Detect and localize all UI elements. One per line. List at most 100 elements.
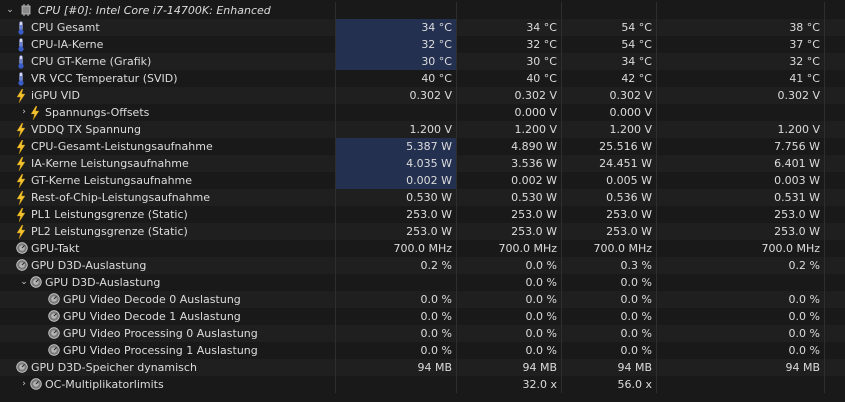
avg-value: 0.0 % [657, 342, 825, 359]
sensor-label-cell[interactable]: GPU D3D-Auslastung [0, 257, 336, 274]
sensor-label: CPU-Gesamt-Leistungsaufnahme [31, 140, 213, 153]
sensor-label: CPU GT-Kerne (Grafik) [31, 55, 152, 68]
sensor-row[interactable]: PL1 Leistungsgrenze (Static) 253.0 W 253.0… [0, 206, 845, 223]
current-value: 30 °C [336, 53, 457, 70]
sensor-row[interactable]: CPU-IA-Kerne 32 °C 32 °C 54 °C 37 °C [0, 36, 845, 53]
avg-value: 38 °C [657, 19, 825, 36]
avg-value [657, 274, 825, 291]
current-value: 40 °C [336, 70, 457, 87]
gauge-icon [30, 376, 42, 393]
max-value: 24.451 W [562, 155, 657, 172]
sensor-label-cell[interactable]: Rest-of-Chip-Leistungsaufnahme [0, 189, 336, 206]
sensor-row[interactable]: GPU Video Decode 0 Auslastung 0.0 % 0.0 % 0… [0, 291, 845, 308]
sensor-label-cell[interactable]: CPU-IA-Kerne [0, 36, 336, 53]
avg-value: 253.0 W [657, 223, 825, 240]
thermometer-icon [16, 36, 28, 53]
sensor-row[interactable]: › OC-Multiplikatorlimits 32.0 x 56.0 x [0, 376, 845, 393]
sensor-row[interactable]: VR VCC Temperatur (SVID) 40 °C 40 °C 42 °C 4… [0, 70, 845, 87]
max-value: 0.0 % [562, 342, 657, 359]
max-value: 34 °C [562, 53, 657, 70]
lightning-icon [16, 223, 28, 240]
current-value: 34 °C [336, 19, 457, 36]
sensor-label-cell[interactable]: PL1 Leistungsgrenze (Static) [0, 206, 336, 223]
current-value: 94 MB [336, 359, 457, 376]
avg-value: 6.401 W [657, 155, 825, 172]
min-value: 4.890 W [457, 138, 562, 155]
lightning-icon [30, 104, 42, 121]
sensor-label: VR VCC Temperatur (SVID) [31, 72, 178, 85]
sensor-label-cell[interactable]: › OC-Multiplikatorlimits [0, 376, 336, 393]
min-value: 0.0 % [457, 274, 562, 291]
sensor-label-cell[interactable]: CPU GT-Kerne (Grafik) [0, 53, 336, 70]
sensor-label-cell[interactable]: CPU Gesamt [0, 19, 336, 36]
sensor-label: PL2 Leistungsgrenze (Static) [31, 225, 188, 238]
sensor-label: GPU Video Processing 0 Auslastung [63, 327, 258, 340]
sensor-label-cell[interactable]: GT-Kerne Leistungsaufnahme [0, 172, 336, 189]
min-value: 0.530 W [457, 189, 562, 206]
sensor-row[interactable]: CPU Gesamt 34 °C 34 °C 54 °C 38 °C [0, 19, 845, 36]
avg-value: 7.756 W [657, 138, 825, 155]
group-header-cell[interactable]: ⌄ CPU [#0]: Intel Core i7-14700K: Enhanc… [0, 2, 336, 19]
sensor-row[interactable]: iGPU VID 0.302 V 0.302 V 0.302 V 0.302 V [0, 87, 845, 104]
sensor-label-cell[interactable]: ⌄ GPU D3D-Auslastung [0, 274, 336, 291]
sensor-row[interactable]: GT-Kerne Leistungsaufnahme 0.002 W 0.002 W… [0, 172, 845, 189]
min-value: 0.0 % [457, 342, 562, 359]
sensor-label-cell[interactable]: PL2 Leistungsgrenze (Static) [0, 223, 336, 240]
collapse-arrow-icon[interactable]: ⌄ [20, 277, 28, 287]
sensor-row[interactable]: VDDQ TX Spannung 1.200 V 1.200 V 1.200 V 1.2… [0, 121, 845, 138]
avg-value: 0.531 W [657, 189, 825, 206]
min-value: 0.000 V [457, 104, 562, 121]
avg-value: 0.0 % [657, 325, 825, 342]
sensor-label-cell[interactable]: VDDQ TX Spannung [0, 121, 336, 138]
collapse-arrow-icon[interactable]: ⌄ [6, 5, 14, 15]
sensor-label-cell[interactable]: GPU-Takt [0, 240, 336, 257]
sensor-label-cell[interactable]: GPU Video Processing 1 Auslastung [0, 342, 336, 359]
sensor-row[interactable]: GPU-Takt 700.0 MHz 700.0 MHz 700.0 MHz 700.0… [0, 240, 845, 257]
lightning-icon [16, 121, 28, 138]
sensor-row[interactable]: PL2 Leistungsgrenze (Static) 253.0 W 253.0… [0, 223, 845, 240]
group-header-row[interactable]: ⌄ CPU [#0]: Intel Core i7-14700K: Enhanc… [0, 2, 845, 19]
sensor-row[interactable]: IA-Kerne Leistungsaufnahme 4.035 W 3.536 W… [0, 155, 845, 172]
sensor-label-cell[interactable]: VR VCC Temperatur (SVID) [0, 70, 336, 87]
sensor-row[interactable]: CPU GT-Kerne (Grafik) 30 °C 30 °C 34 °C 32 °… [0, 53, 845, 70]
sensor-label: IA-Kerne Leistungsaufnahme [31, 157, 189, 170]
current-value: 0.0 % [336, 342, 457, 359]
max-value: 54 °C [562, 19, 657, 36]
avg-value: 94 MB [657, 359, 825, 376]
sensor-row[interactable]: › Spannungs-Offsets 0.000 V 0.000 V [0, 104, 845, 121]
expand-arrow-icon[interactable]: › [22, 379, 26, 389]
max-value: 25.516 W [562, 138, 657, 155]
sensor-label-cell[interactable]: IA-Kerne Leistungsaufnahme [0, 155, 336, 172]
sensor-row[interactable]: ⌄ GPU D3D-Auslastung 0.0 % 0.0 % [0, 274, 845, 291]
max-value: 0.0 % [562, 274, 657, 291]
sensor-row[interactable]: GPU D3D-Speicher dynamisch 94 MB 94 MB 94 M… [0, 359, 845, 376]
sensor-label-cell[interactable]: GPU Video Decode 1 Auslastung [0, 308, 336, 325]
sensor-row[interactable]: GPU Video Processing 1 Auslastung 0.0 % 0.… [0, 342, 845, 359]
sensor-label-cell[interactable]: iGPU VID [0, 87, 336, 104]
sensor-row[interactable]: GPU Video Decode 1 Auslastung 0.0 % 0.0 % 0… [0, 308, 845, 325]
lightning-icon [16, 87, 28, 104]
sensor-label: VDDQ TX Spannung [31, 123, 141, 136]
max-value: 0.000 V [562, 104, 657, 121]
max-value: 0.0 % [562, 325, 657, 342]
sensor-row[interactable]: CPU-Gesamt-Leistungsaufnahme 5.387 W 4.890… [0, 138, 845, 155]
max-value: 0.0 % [562, 291, 657, 308]
sensor-label-cell[interactable]: GPU Video Decode 0 Auslastung [0, 291, 336, 308]
max-value: 0.005 W [562, 172, 657, 189]
current-value: 0.302 V [336, 87, 457, 104]
expand-arrow-icon[interactable]: › [22, 107, 26, 117]
current-value: 700.0 MHz [336, 240, 457, 257]
avg-value: 41 °C [657, 70, 825, 87]
sensor-label-cell[interactable]: › Spannungs-Offsets [0, 104, 336, 121]
sensor-label-cell[interactable]: GPU D3D-Speicher dynamisch [0, 359, 336, 376]
sensor-label: CPU-IA-Kerne [31, 38, 104, 51]
sensor-row[interactable]: GPU D3D-Auslastung 0.2 % 0.0 % 0.3 % 0.2 % [0, 257, 845, 274]
sensor-label-cell[interactable]: GPU Video Processing 0 Auslastung [0, 325, 336, 342]
lightning-icon [16, 206, 28, 223]
sensor-row[interactable]: GPU Video Processing 0 Auslastung 0.0 % 0.… [0, 325, 845, 342]
max-value: 42 °C [562, 70, 657, 87]
sensor-row[interactable]: Rest-of-Chip-Leistungsaufnahme 0.530 W 0.5… [0, 189, 845, 206]
sensor-label-cell[interactable]: CPU-Gesamt-Leistungsaufnahme [0, 138, 336, 155]
current-value [336, 104, 457, 121]
max-value: 54 °C [562, 36, 657, 53]
